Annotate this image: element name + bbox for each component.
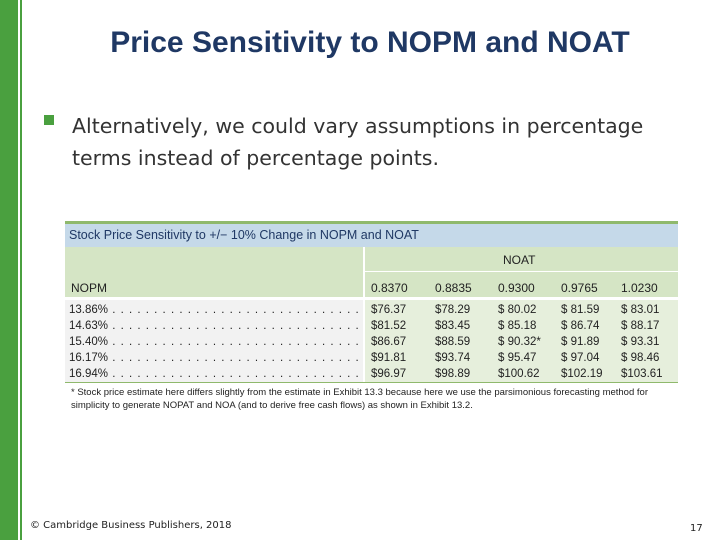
table-header: NOAT NOPM 0.8370 0.8835 0.9300 0.9765 1.…	[65, 247, 678, 297]
table-row: 16.17% . . . . . . . . . . . . . . . . .…	[65, 350, 678, 366]
stock-price-cell: $ 81.59	[561, 304, 600, 316]
noat-column-header: 1.0230	[621, 281, 658, 295]
noat-column-header: 0.8370	[371, 281, 408, 295]
table-row: 14.63% . . . . . . . . . . . . . . . . .…	[65, 318, 678, 334]
stock-price-cell: $81.52	[371, 320, 407, 332]
stock-price-cell: $ 83.01	[621, 304, 660, 316]
nopm-value: 14.63%	[69, 320, 109, 332]
stock-price-cell: $102.19	[561, 368, 603, 380]
nopm-cell: 16.17% . . . . . . . . . . . . . . . . .…	[69, 350, 359, 366]
stock-price-cell: $ 85.18	[498, 320, 537, 332]
stock-price-cell: $100.62	[498, 368, 540, 380]
stock-price-cell: $86.67	[371, 336, 407, 348]
left-accent-bar	[0, 0, 18, 540]
table-footnote: * Stock price estimate here differs slig…	[71, 387, 648, 411]
table-row: 15.40% . . . . . . . . . . . . . . . . .…	[65, 334, 678, 350]
leader-dots: . . . . . . . . . . . . . . . . . . . . …	[112, 320, 359, 332]
table-bottom-rule	[65, 382, 678, 383]
stock-price-cell: $ 80.02	[498, 304, 537, 316]
nopm-value: 15.40%	[69, 336, 109, 348]
nopm-value: 13.86%	[69, 304, 109, 316]
stock-price-cell: $88.59	[435, 336, 471, 348]
stock-price-cell: $83.45	[435, 320, 471, 332]
stock-price-cell: $ 93.31	[621, 336, 660, 348]
bullet-text: Alternatively, we could vary assumptions…	[72, 114, 644, 170]
stock-price-cell: $ 90.32*	[498, 336, 541, 348]
table-row: 13.86% . . . . . . . . . . . . . . . . .…	[65, 302, 678, 318]
table-top-rule	[65, 221, 678, 224]
bullet-point: Alternatively, we could vary assumptions…	[44, 110, 704, 174]
table-caption: Stock Price Sensitivity to +/− 10% Chang…	[65, 224, 678, 247]
stock-price-cell: $93.74	[435, 352, 471, 364]
header-column-divider	[363, 247, 365, 297]
stock-price-cell: $ 97.04	[561, 352, 600, 364]
square-bullet-icon	[44, 115, 54, 125]
page-number: 17	[690, 523, 703, 534]
left-accent-line	[20, 0, 22, 540]
table-body-values-area	[365, 300, 678, 382]
leader-dots: . . . . . . . . . . . . . . . . . . . . …	[112, 336, 359, 348]
leader-dots: . . . . . . . . . . . . . . . . . . . . …	[112, 352, 359, 364]
nopm-cell: 13.86% . . . . . . . . . . . . . . . . .…	[69, 302, 359, 318]
noat-column-header: 0.9300	[498, 281, 535, 295]
sensitivity-table: Stock Price Sensitivity to +/− 10% Chang…	[65, 221, 678, 426]
body-column-divider	[363, 300, 365, 382]
nopm-cell: 16.94% . . . . . . . . . . . . . . . . .…	[69, 366, 359, 382]
stock-price-cell: $103.61	[621, 368, 663, 380]
table-body: 13.86% . . . . . . . . . . . . . . . . .…	[65, 300, 678, 382]
nopm-value: 16.94%	[69, 368, 109, 380]
stock-price-cell: $ 95.47	[498, 352, 537, 364]
stock-price-cell: $76.37	[371, 304, 407, 316]
stock-price-cell: $ 86.74	[561, 320, 600, 332]
table-row: 16.94% . . . . . . . . . . . . . . . . .…	[65, 366, 678, 382]
stock-price-cell: $ 98.46	[621, 352, 660, 364]
noat-group-label: NOAT	[503, 253, 536, 267]
nopm-cell: 14.63% . . . . . . . . . . . . . . . . .…	[69, 318, 359, 334]
stock-price-cell: $91.81	[371, 352, 407, 364]
leader-dots: . . . . . . . . . . . . . . . . . . . . …	[112, 304, 359, 316]
stock-price-cell: $ 88.17	[621, 320, 660, 332]
footer-copyright: © Cambridge Business Publishers, 2018	[30, 520, 232, 531]
noat-column-header: 0.8835	[435, 281, 472, 295]
stock-price-cell: $98.89	[435, 368, 471, 380]
slide-title: Price Sensitivity to NOPM and NOAT	[110, 26, 630, 59]
nopm-column-header: NOPM	[71, 281, 107, 295]
stock-price-cell: $78.29	[435, 304, 471, 316]
nopm-value: 16.17%	[69, 352, 109, 364]
nopm-cell: 15.40% . . . . . . . . . . . . . . . . .…	[69, 334, 359, 350]
stock-price-cell: $96.97	[371, 368, 407, 380]
noat-group-underline	[365, 271, 678, 272]
leader-dots: . . . . . . . . . . . . . . . . . . . . …	[112, 368, 359, 380]
noat-column-header: 0.9765	[561, 281, 598, 295]
stock-price-cell: $ 91.89	[561, 336, 600, 348]
